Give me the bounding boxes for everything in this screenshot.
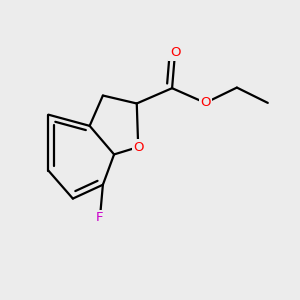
Text: F: F [96, 211, 104, 224]
Text: O: O [133, 141, 143, 154]
Text: O: O [200, 96, 211, 110]
Text: O: O [170, 46, 180, 59]
